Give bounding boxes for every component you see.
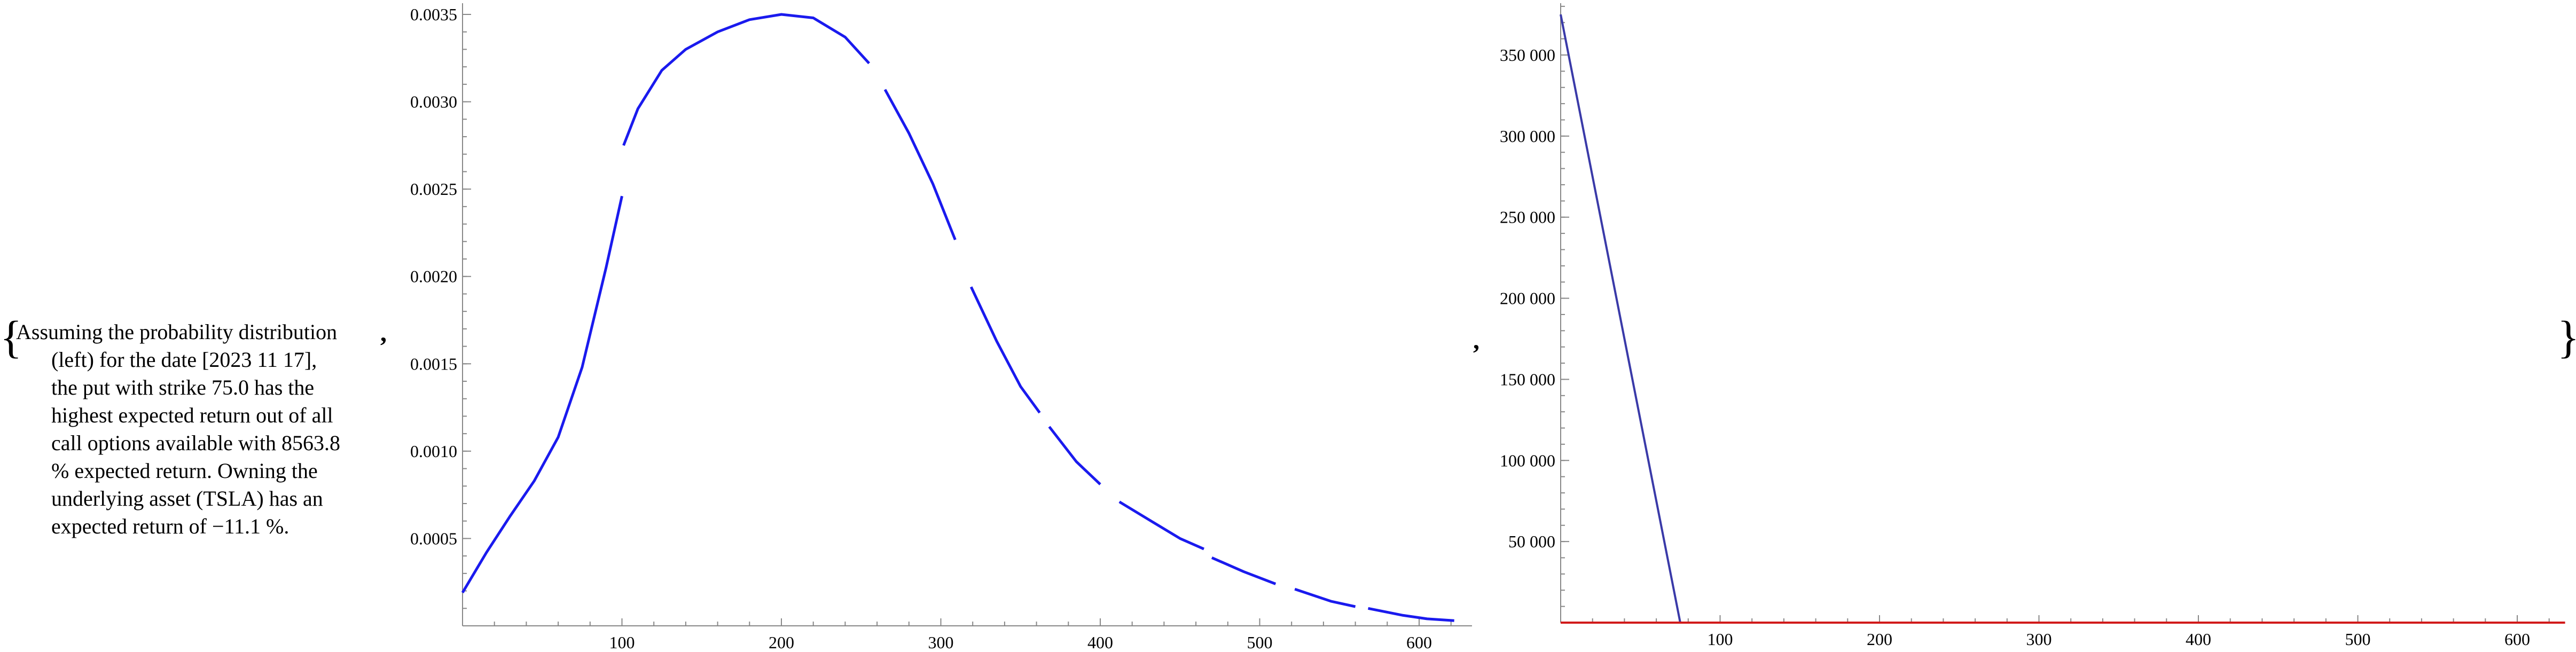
description-line: the put with strike 75.0 has the [51,375,315,399]
list-open-brace: { [0,311,22,363]
x-tick-label: 300 [928,633,954,652]
y-tick-label: 0.0035 [410,5,457,24]
x-tick-label: 100 [1708,630,1733,649]
density-curve-segment [1118,500,1205,551]
x-tick-label: 600 [1406,633,1432,652]
y-tick-label: 350 000 [1500,45,1555,65]
density-curve-segment [969,286,1041,414]
x-tick-label: 600 [2504,630,2530,649]
description-line: underlying asset (TSLA) has an [51,486,323,510]
description-line: call options available with 8563.8 [51,431,340,455]
y-tick-label: 150 000 [1500,370,1555,389]
x-tick-label: 100 [609,633,635,652]
y-tick-label: 0.0005 [410,529,457,548]
description-line: (left) for the date [2023 11 17], [51,348,317,372]
y-tick-label: 0.0015 [410,354,457,373]
y-tick-label: 100 000 [1500,451,1555,470]
description-text: Assuming the probability distribution (l… [16,318,390,540]
y-tick-label: 250 000 [1500,208,1555,227]
list-separator-comma: , [1473,326,1479,355]
density-curve-segment [1048,426,1101,485]
description-line: expected return of −11.1 %. [51,514,289,538]
y-tick-label: 0.0030 [410,92,457,112]
blue-series-line [1560,14,1681,623]
density-curve-segment [622,13,871,146]
list-separator-comma: , [380,319,387,347]
list-close-brace: } [2557,314,2576,360]
x-tick-label: 200 [769,633,794,652]
density-curve-segment [461,195,623,594]
description-line: % expected return. Owning the [51,459,318,483]
x-tick-label: 500 [2345,630,2371,649]
x-tick-label: 500 [1247,633,1273,652]
density-curve-segment [1368,607,1454,622]
description-first-line: Assuming the probability distribution [16,320,338,344]
density-curve-segment [1294,587,1356,608]
y-tick-label: 0.0020 [410,267,457,286]
y-tick-label: 200 000 [1500,289,1555,308]
x-tick-label: 400 [1087,633,1113,652]
description-wrapped-lines: (left) for the date [2023 11 17], the pu… [16,346,390,540]
y-tick-label: 50 000 [1508,532,1555,551]
y-tick-label: 300 000 [1500,127,1555,146]
x-tick-label: 300 [2026,630,2052,649]
description-line: highest expected return out of all [51,403,333,427]
x-tick-label: 200 [1867,630,1892,649]
x-tick-label: 400 [2186,630,2211,649]
density-curve-segment [1211,556,1277,585]
y-tick-label: 0.0010 [410,442,457,461]
density-curve-segment [883,89,957,240]
y-tick-label: 0.0025 [410,179,457,199]
